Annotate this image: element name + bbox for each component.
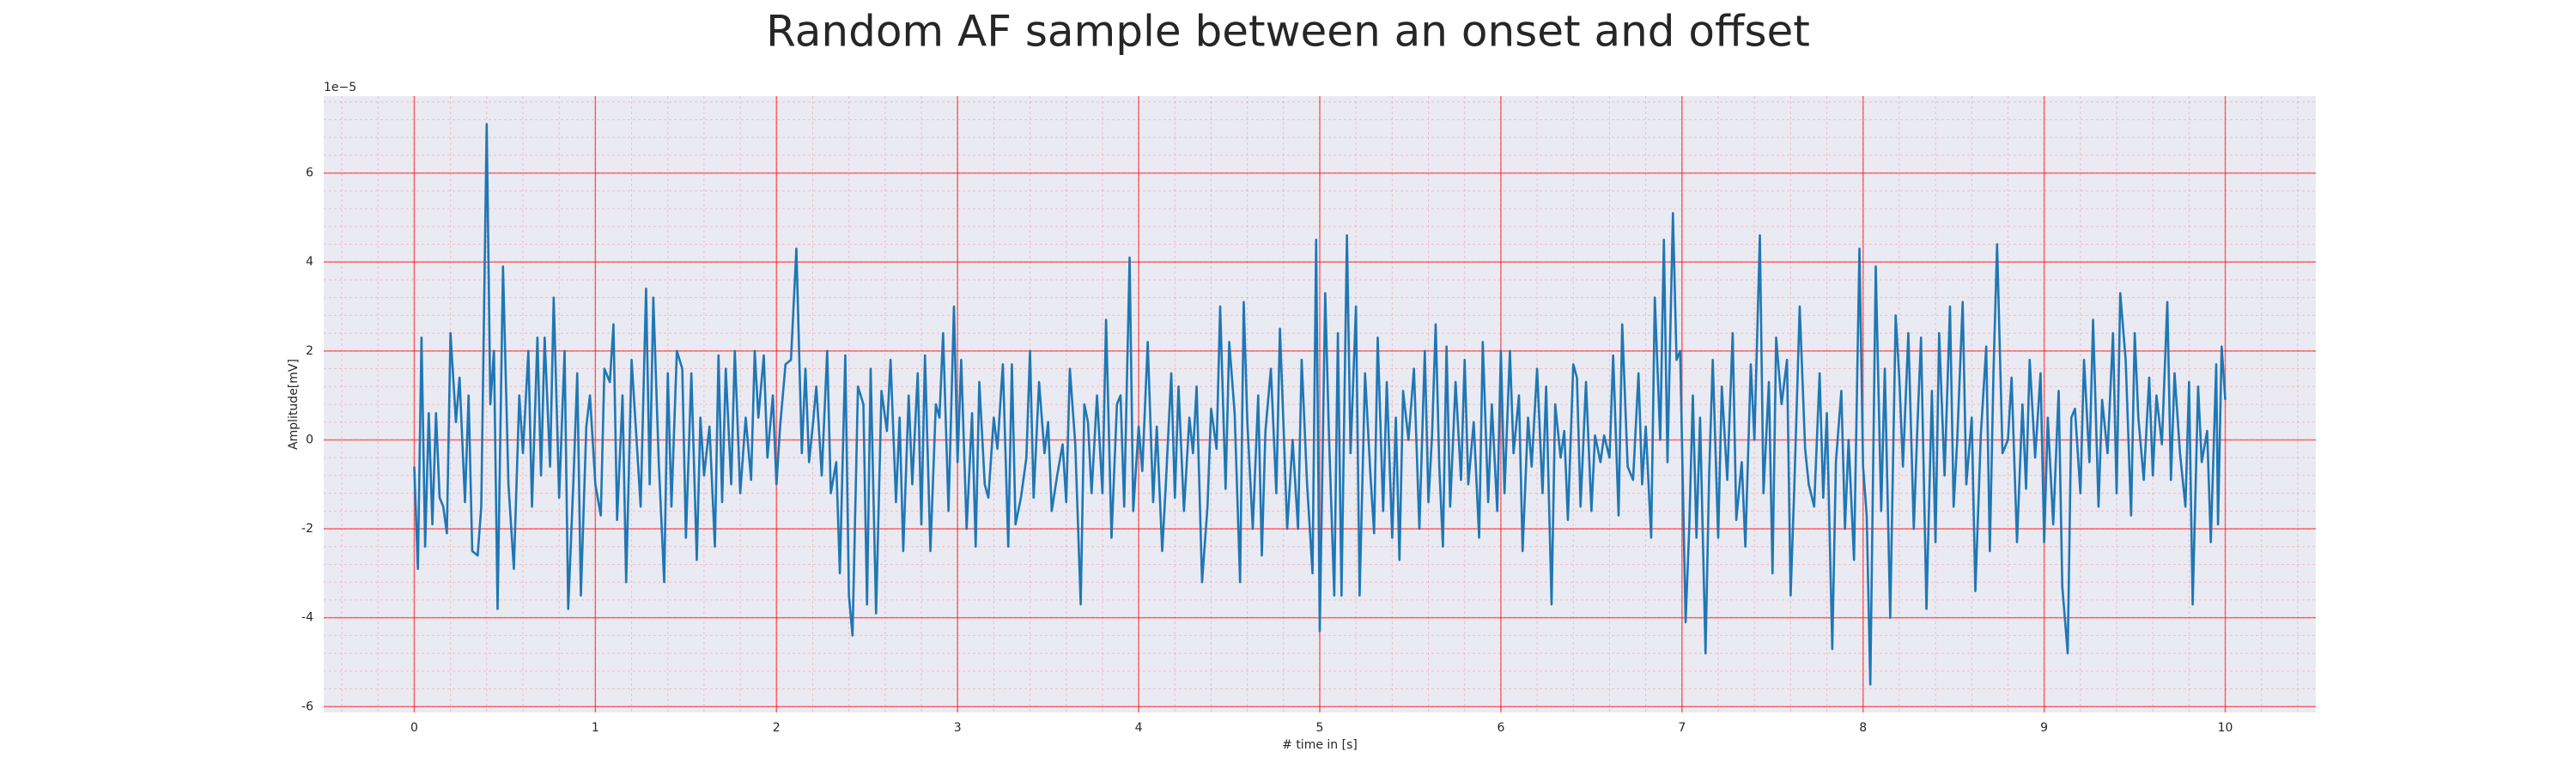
marks bbox=[413, 123, 2227, 686]
y-tick-label: -4 bbox=[301, 611, 313, 625]
x-tick-label: 3 bbox=[954, 721, 962, 735]
x-axis-label: # time in [s] bbox=[1282, 738, 1358, 752]
y-offset-text: 1e−5 bbox=[324, 81, 356, 94]
x-tick-label: 10 bbox=[2218, 721, 2233, 735]
x-tick-label: 6 bbox=[1497, 721, 1504, 735]
y-axis-label: Amplitude[mV] bbox=[287, 359, 301, 450]
signal-line bbox=[413, 123, 2227, 686]
x-tick-label: 9 bbox=[2040, 721, 2048, 735]
x-tick-label: 5 bbox=[1316, 721, 1324, 735]
y-tick-label: 0 bbox=[306, 433, 313, 446]
y-tick-label: 4 bbox=[306, 255, 313, 269]
x-tick-label: 8 bbox=[1859, 721, 1867, 735]
x-tick-label: 7 bbox=[1678, 721, 1686, 735]
x-tick-label: 4 bbox=[1135, 721, 1143, 735]
labels: 0 1 2 3 4 5 6 7 8 9 10 -6 -4 -2 0 2 4 6 bbox=[301, 167, 2233, 735]
y-tick-label: 2 bbox=[306, 344, 313, 358]
chart-title: Random AF sample between an onset and of… bbox=[766, 7, 1810, 57]
x-tick-label: 2 bbox=[773, 721, 781, 735]
y-tick-label: 6 bbox=[306, 167, 313, 180]
y-tick-label: -6 bbox=[301, 700, 313, 713]
x-tick-label: 0 bbox=[410, 721, 418, 735]
x-tick-label: 1 bbox=[592, 721, 599, 735]
y-tick-label: -2 bbox=[301, 522, 313, 536]
